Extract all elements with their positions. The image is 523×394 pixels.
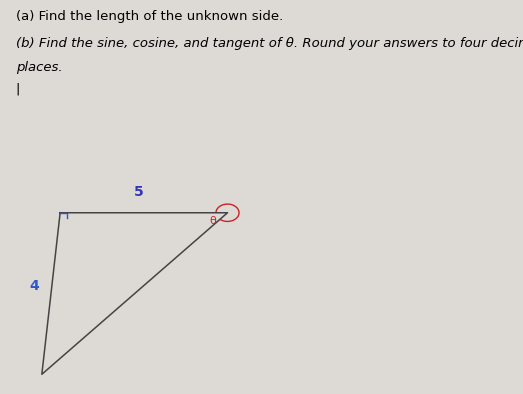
Text: θ: θ [210,216,216,227]
Text: |: | [16,83,20,96]
Text: 5: 5 [134,185,143,199]
Text: places.: places. [16,61,62,74]
Text: 4: 4 [29,279,39,293]
Text: (b) Find the sine, cosine, and tangent of θ. Round your answers to four decimal: (b) Find the sine, cosine, and tangent o… [16,37,523,50]
Text: (a) Find the length of the unknown side.: (a) Find the length of the unknown side. [16,10,283,23]
